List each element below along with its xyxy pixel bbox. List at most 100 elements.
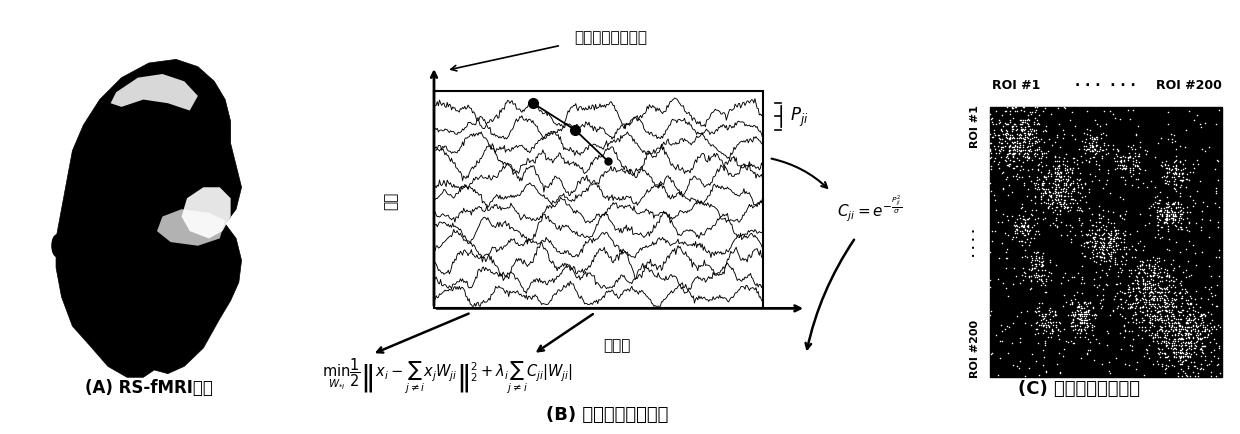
Point (1145, 267, 1164, 274)
Point (1167, 168, 1187, 174)
Point (1171, 224, 1190, 231)
Point (1007, 131, 1027, 138)
Point (1106, 227, 1126, 234)
Point (1189, 178, 1209, 185)
Point (1007, 149, 1027, 156)
Point (1065, 309, 1085, 316)
Point (1117, 286, 1137, 293)
Point (1047, 134, 1066, 141)
Point (1025, 107, 1045, 114)
Point (1179, 305, 1199, 312)
Point (1106, 230, 1126, 237)
Point (1009, 141, 1029, 148)
Point (1087, 142, 1107, 149)
Point (1003, 105, 1023, 112)
Point (1006, 122, 1025, 128)
Point (1111, 258, 1131, 265)
Point (1069, 326, 1089, 332)
Point (1177, 171, 1197, 178)
Point (1140, 273, 1159, 280)
Point (1016, 130, 1035, 137)
Point (1158, 297, 1178, 304)
Point (1066, 180, 1086, 187)
Point (1125, 309, 1145, 316)
Point (1162, 215, 1182, 222)
Point (1065, 123, 1085, 130)
Point (1045, 187, 1065, 194)
Point (1143, 290, 1163, 297)
Point (1069, 311, 1089, 318)
Point (1128, 184, 1148, 191)
Point (1149, 258, 1169, 265)
Point (1109, 269, 1128, 276)
Point (1030, 137, 1050, 144)
Point (1027, 151, 1047, 158)
Point (1009, 279, 1029, 286)
Point (1084, 356, 1104, 363)
Point (1018, 112, 1038, 119)
Point (1177, 319, 1197, 326)
Point (1092, 147, 1112, 154)
Point (1006, 104, 1025, 111)
Text: ROI #200: ROI #200 (1156, 79, 1221, 92)
Point (1123, 168, 1143, 174)
Point (1176, 319, 1195, 326)
Point (1121, 173, 1141, 180)
Point (1070, 197, 1090, 204)
Point (1029, 176, 1049, 183)
Point (1039, 192, 1059, 199)
Point (1007, 273, 1027, 280)
Point (1188, 370, 1208, 377)
Point (1090, 254, 1110, 261)
Point (1023, 262, 1043, 269)
Point (1118, 293, 1138, 300)
Point (1049, 162, 1069, 169)
Point (1188, 329, 1208, 336)
Point (1102, 237, 1122, 243)
Point (1198, 332, 1218, 339)
Point (1008, 212, 1028, 219)
Point (1050, 328, 1070, 335)
Point (1122, 304, 1142, 311)
Point (1049, 192, 1069, 199)
Point (1131, 166, 1151, 173)
Point (1153, 173, 1173, 180)
Point (1094, 243, 1114, 250)
Point (997, 128, 1017, 135)
Point (1149, 289, 1169, 296)
Point (1018, 221, 1038, 228)
Point (1037, 276, 1056, 283)
Point (1171, 302, 1190, 309)
Point (1016, 226, 1035, 233)
Point (1193, 324, 1213, 331)
Point (1094, 207, 1114, 214)
Point (1173, 166, 1193, 173)
Point (1040, 221, 1060, 228)
Point (1137, 184, 1157, 191)
Point (1115, 239, 1135, 246)
Point (1171, 207, 1190, 214)
Point (1121, 270, 1141, 277)
Point (1012, 230, 1032, 237)
Point (1183, 169, 1203, 176)
Point (1110, 116, 1130, 123)
Point (1167, 276, 1187, 283)
Point (1095, 242, 1115, 249)
Point (1147, 338, 1167, 345)
Point (1156, 158, 1176, 165)
Point (1164, 265, 1184, 272)
Point (1045, 217, 1065, 224)
Point (1049, 193, 1069, 200)
Point (1194, 328, 1214, 335)
Point (1023, 224, 1043, 231)
Point (1034, 321, 1054, 328)
Point (1173, 367, 1193, 374)
Point (1048, 170, 1068, 177)
Point (1038, 173, 1058, 180)
Point (1168, 201, 1188, 208)
Text: ROI #1: ROI #1 (970, 105, 980, 147)
Point (1110, 288, 1130, 295)
Point (1177, 308, 1197, 315)
Point (1017, 120, 1037, 127)
Point (1002, 104, 1022, 111)
